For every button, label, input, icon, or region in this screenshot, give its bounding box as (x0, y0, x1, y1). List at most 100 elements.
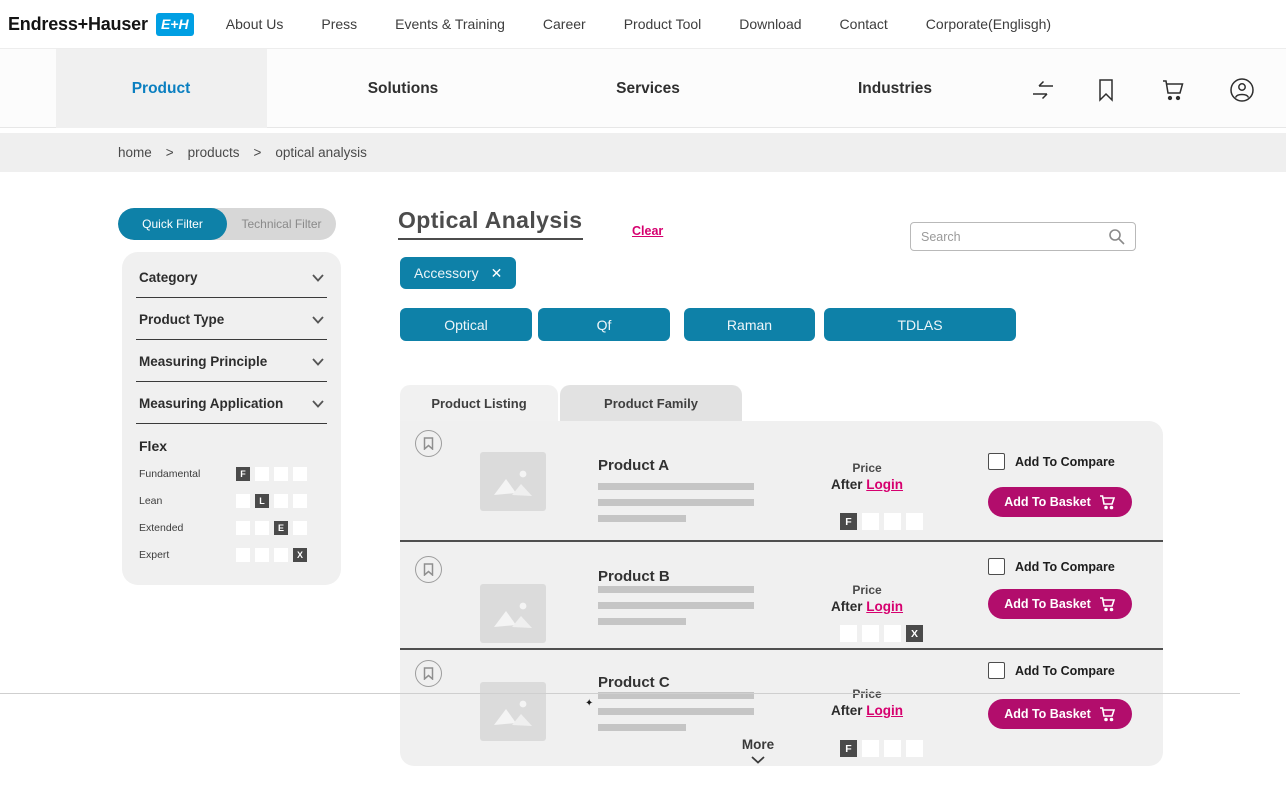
top-nav-links: About Us Press Events & Training Career … (226, 16, 1051, 32)
price-label: Price (852, 461, 882, 475)
flex-box (862, 740, 879, 757)
login-link[interactable]: Login (866, 703, 904, 718)
flex-box-active: X (293, 548, 307, 562)
flex-box-active: F (840, 513, 857, 530)
flex-box (255, 521, 269, 535)
active-filter-chip-accessory: Accessory ✕ (400, 257, 517, 289)
flex-box (906, 513, 923, 530)
star-marker: ✦ (585, 698, 594, 709)
top-nav-link-career[interactable]: Career (542, 16, 586, 32)
main-nav-item-industries[interactable]: Industries (857, 79, 933, 97)
flex-box (274, 467, 288, 481)
skeleton-line (598, 515, 686, 522)
main-nav-item-product[interactable]: Product (131, 79, 191, 97)
breadcrumb-products[interactable]: products (187, 145, 240, 160)
tab-product-listing[interactable]: Product Listing (400, 385, 558, 422)
login-link[interactable]: Login (866, 599, 904, 614)
product-row-c: Product C ✦ Price After Login F Add To C… (400, 650, 1163, 766)
skeleton-line (598, 618, 686, 625)
add-to-basket-button[interactable]: Add To Basket (988, 589, 1132, 619)
product-image-placeholder (480, 452, 546, 511)
product-name[interactable]: Product B (598, 568, 670, 585)
clear-filters-link[interactable]: Clear (632, 224, 664, 238)
filter-section-product-type[interactable]: Product Type (136, 298, 327, 340)
filter-button-optical[interactable]: Optical (400, 308, 532, 341)
quick-filter-tab[interactable]: Quick Filter (118, 208, 227, 240)
flex-box (293, 521, 307, 535)
login-link[interactable]: Login (866, 477, 904, 492)
product-image-placeholder (480, 682, 546, 741)
bookmark-product-icon[interactable] (415, 660, 442, 687)
filter-sidebar: Category Product Type Measuring Principl… (122, 252, 341, 585)
top-nav-link-events-training[interactable]: Events & Training (395, 16, 505, 32)
filter-button-tdlas[interactable]: TDLAS (824, 308, 1016, 341)
filter-section-category[interactable]: Category (136, 256, 327, 298)
flex-level-indicator: L (236, 494, 307, 508)
compare-checkbox[interactable] (988, 662, 1005, 679)
compare-checkbox[interactable] (988, 558, 1005, 575)
search-icon[interactable] (1108, 228, 1125, 245)
bookmark-product-icon[interactable] (415, 430, 442, 457)
top-nav-link-press[interactable]: Press (321, 16, 358, 32)
product-listing-panel: Product A Price After Login F Add To Com… (400, 421, 1163, 766)
page-title: Optical Analysis (398, 207, 583, 240)
product-flex-indicator: X (840, 625, 923, 642)
product-image-placeholder (480, 584, 546, 643)
top-nav-link-contact[interactable]: Contact (839, 16, 888, 32)
technical-filter-tab[interactable]: Technical Filter (241, 217, 322, 231)
flex-box (274, 548, 288, 562)
flex-level-indicator: F (236, 467, 307, 481)
main-nav-item-solutions[interactable]: Solutions (367, 79, 439, 97)
chip-remove-icon[interactable]: ✕ (490, 264, 503, 281)
filter-button-qf[interactable]: Qf (538, 308, 670, 341)
basket-cart-icon (1099, 495, 1115, 510)
flex-box-active: X (906, 625, 923, 642)
flex-legend-title: Flex (139, 438, 168, 454)
skeleton-line (598, 602, 754, 609)
compare-label: Add To Compare (1015, 454, 1115, 469)
product-name[interactable]: Product A (598, 457, 670, 474)
breadcrumb-separator: > (253, 145, 262, 160)
top-nav-link-corporate-language[interactable]: Corporate(Englisgh) (925, 16, 1052, 32)
compare-label: Add To Compare (1015, 663, 1115, 678)
flex-level-indicator: E (236, 521, 307, 535)
filter-section-measuring-application[interactable]: Measuring Application (136, 382, 327, 424)
brand-wordmark: Endress+Hauser (8, 13, 148, 34)
compare-checkbox[interactable] (988, 453, 1005, 470)
flex-legend-row-expert: Expert X (136, 548, 327, 562)
filter-button-raman[interactable]: Raman (684, 308, 815, 341)
flex-box (884, 513, 901, 530)
bookmark-product-icon[interactable] (415, 556, 442, 583)
top-nav-link-product-tool[interactable]: Product Tool (623, 16, 702, 32)
skeleton-line (598, 724, 686, 731)
compare-arrows-icon[interactable] (1030, 77, 1056, 103)
user-account-icon[interactable] (1229, 77, 1255, 103)
skeleton-line (598, 708, 754, 715)
add-to-basket-button[interactable]: Add To Basket (988, 699, 1132, 729)
bookmark-icon[interactable] (1093, 77, 1119, 103)
breadcrumb: home > products > optical analysis (0, 133, 1286, 172)
compare-label: Add To Compare (1015, 559, 1115, 574)
tab-product-family[interactable]: Product Family (560, 385, 742, 422)
top-nav-link-about-us[interactable]: About Us (225, 16, 284, 32)
breadcrumb-current-page: optical analysis (275, 145, 367, 160)
image-icon (494, 470, 532, 496)
add-to-compare: Add To Compare (988, 662, 1115, 679)
search-input[interactable] (921, 229, 1108, 244)
filter-section-measuring-principle[interactable]: Measuring Principle (136, 340, 327, 382)
top-nav-link-download[interactable]: Download (739, 16, 802, 32)
main-nav: Product Solutions Services Industries (0, 49, 1286, 128)
basket-cart-icon (1099, 597, 1115, 612)
price-after-login: After Login (830, 599, 904, 614)
brand-logo-icon: E+H (155, 12, 194, 36)
shopping-cart-icon[interactable] (1160, 77, 1186, 103)
product-name[interactable]: Product C (598, 674, 670, 691)
breadcrumb-home[interactable]: home (118, 145, 152, 160)
flex-box (862, 625, 879, 642)
image-icon (494, 700, 532, 726)
price-after-login: After Login (830, 477, 904, 492)
flex-box-active: F (236, 467, 250, 481)
more-button[interactable]: More (718, 736, 798, 764)
add-to-basket-button[interactable]: Add To Basket (988, 487, 1132, 517)
main-nav-item-services[interactable]: Services (616, 79, 680, 97)
